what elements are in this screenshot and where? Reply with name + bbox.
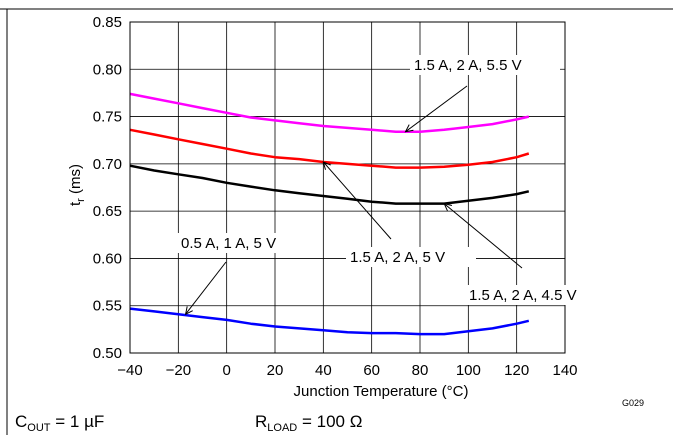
y-tick-label: 0.80 xyxy=(93,61,122,78)
series-line xyxy=(129,307,530,336)
y-tick-label: 0.50 xyxy=(93,345,122,362)
y-tick-label: 0.55 xyxy=(93,298,122,315)
y-tick-label: 0.60 xyxy=(93,250,122,267)
series-line xyxy=(129,164,530,205)
footer-rload: RLOAD = 100 Ω xyxy=(255,412,362,434)
series-line xyxy=(129,92,530,133)
x-tick-label: 0 xyxy=(222,362,230,379)
annotation-arrowhead xyxy=(322,161,331,170)
x-tick-label: 80 xyxy=(412,362,429,379)
series-line xyxy=(129,128,530,169)
x-tick-label: 60 xyxy=(363,362,380,379)
series-lines xyxy=(129,92,530,336)
figure-code: G029 xyxy=(622,398,644,408)
annotation-background xyxy=(346,247,476,267)
x-tick-label: −40 xyxy=(117,362,142,379)
annotation-arrow xyxy=(443,203,523,269)
x-tick-label: 100 xyxy=(456,362,481,379)
annotation-label: 1.5 A, 2 A, 5 V xyxy=(350,249,445,266)
tick-labels: −40 −20 0 20 40 60 80 100 120 140 0.50 0.55 0.60 0.65… xyxy=(93,14,578,379)
annotation-background xyxy=(177,233,307,253)
annotation-arrowhead xyxy=(184,306,193,316)
annotation-arrow xyxy=(405,85,468,133)
x-tick-label: 20 xyxy=(267,362,284,379)
x-tick-label: 120 xyxy=(504,362,529,379)
annotation-background xyxy=(465,285,613,305)
annotation-label: 1.5 A, 2 A, 4.5 V xyxy=(469,287,577,304)
plot-border xyxy=(129,21,566,354)
y-tick-label: 0.75 xyxy=(93,109,122,126)
x-tick-label: −20 xyxy=(166,362,191,379)
y-tick-label: 0.65 xyxy=(93,203,122,220)
y-tick-label: 0.85 xyxy=(93,14,122,31)
annotation-arrowhead xyxy=(443,202,453,212)
annotation-label: 0.5 A, 1 A, 5 V xyxy=(181,235,276,252)
annotation-arrow xyxy=(322,161,392,240)
annotation-label: 1.5 A, 2 A, 5.5 V xyxy=(414,57,522,74)
y-tick-label: 0.70 xyxy=(93,156,122,173)
annotation-arrowhead xyxy=(404,124,414,133)
footer-cout: COUT = 1 µF xyxy=(15,412,104,434)
x-axis-title: Junction Temperature (°C) xyxy=(294,383,469,400)
y-axis-title: tr (ms) xyxy=(67,164,87,206)
x-tick-label: 140 xyxy=(552,362,577,379)
x-tick-label: 40 xyxy=(315,362,332,379)
annotations: 1.5 A, 2 A, 5.5 V 1.5 A, 2 A, 5 V 1.5 A,… xyxy=(177,55,613,316)
annotation-background xyxy=(410,55,560,75)
annotation-arrow xyxy=(185,261,227,315)
